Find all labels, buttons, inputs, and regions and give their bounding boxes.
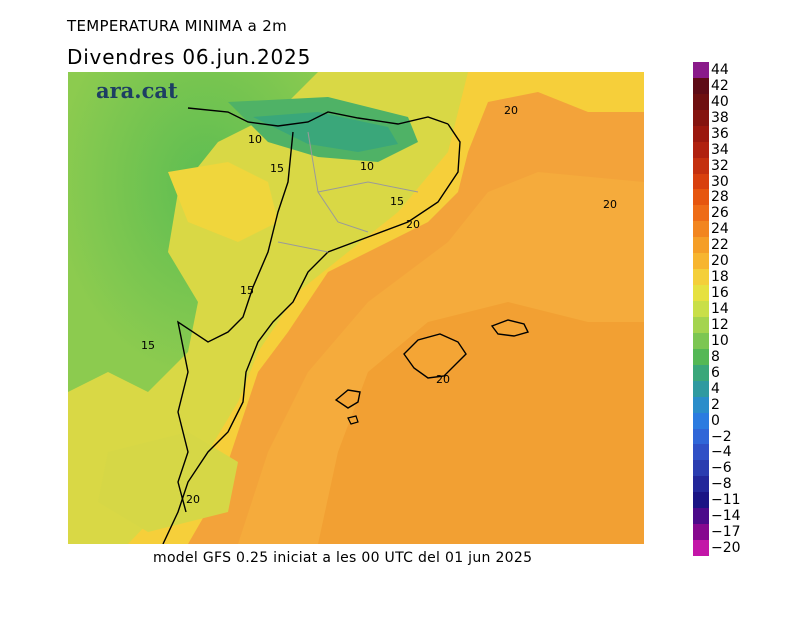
legend-label: 44 (711, 62, 729, 78)
legend-label: 24 (711, 221, 729, 238)
legend-color-swatch (693, 364, 709, 382)
legend-color-swatch (693, 77, 709, 95)
island-menorca (490, 319, 530, 337)
legend-label: 0 (711, 412, 720, 429)
legend-label: 10 (711, 332, 729, 349)
warm-pocket (168, 162, 278, 242)
page-title: TEMPERATURA MINIMA a 2m (67, 17, 287, 35)
legend-color-swatch (693, 444, 709, 461)
legend-label: 8 (711, 348, 720, 365)
cold-zone-core (253, 112, 398, 152)
contour-label: 15 (390, 195, 404, 208)
contour-label: 15 (270, 162, 284, 175)
legend-color-swatch (693, 125, 709, 143)
legend-label: 32 (711, 157, 729, 174)
contour-label: 10 (360, 160, 374, 173)
legend-label: 4 (711, 380, 720, 397)
legend-label: 2 (711, 396, 720, 413)
legend-label: 18 (711, 269, 729, 286)
legend-color-swatch (693, 62, 709, 79)
legend-color-swatch (693, 269, 709, 286)
legend-label: 28 (711, 189, 729, 206)
legend-label: 22 (711, 237, 729, 254)
island-formentera (347, 415, 359, 425)
contour-label: 10 (248, 133, 262, 146)
cold-zone-west (68, 72, 318, 392)
legend-color-swatch (693, 492, 709, 509)
contour-label: 15 (240, 284, 254, 297)
legend-label: 34 (711, 141, 729, 158)
island-mallorca (403, 333, 467, 379)
color-legend (693, 62, 709, 557)
legend-label: 26 (711, 205, 729, 222)
legend-color-swatch (693, 173, 709, 190)
contour-label: 15 (141, 339, 155, 352)
legend-color-swatch (693, 540, 709, 557)
legend-label: −20 (711, 540, 741, 557)
legend-label: 40 (711, 93, 729, 110)
legend-color-swatch (693, 396, 709, 414)
province-lines (277, 131, 419, 253)
sea-warm-core (318, 302, 644, 544)
contour-label: 20 (186, 493, 200, 506)
legend-color-swatch (693, 237, 709, 254)
legend-color-swatch (693, 316, 709, 334)
legend-label: −17 (711, 524, 741, 541)
legend-color-swatch (693, 221, 709, 238)
legend-color-swatch (693, 301, 709, 318)
contour-labels: 10 10 15 15 15 15 20 20 20 20 20 (141, 104, 617, 506)
legend-color-swatch (693, 476, 709, 493)
legend-label: 36 (711, 125, 729, 142)
legend-color-swatch (693, 189, 709, 206)
legend-label: 12 (711, 316, 729, 333)
coastline (162, 123, 461, 544)
legend-label: −11 (711, 492, 741, 509)
legend-color-swatch (693, 412, 709, 429)
legend-color-swatch (693, 285, 709, 302)
legend-label: −14 (711, 508, 741, 525)
warm-pocket-south (98, 432, 238, 532)
contour-label: 20 (504, 104, 518, 117)
legend-label: 20 (711, 253, 729, 270)
legend-label: −4 (711, 444, 732, 461)
legend-label: −2 (711, 428, 732, 445)
legend-color-swatch (693, 460, 709, 477)
legend-color-swatch (693, 380, 709, 398)
legend-color-swatch (693, 141, 709, 159)
legend-label: 16 (711, 285, 729, 302)
contour-label: 20 (603, 198, 617, 211)
legend-label: 38 (711, 109, 729, 126)
legend-color-swatch (693, 428, 709, 445)
legend-label: 42 (711, 77, 729, 94)
contour-label: 20 (406, 218, 420, 231)
legend-label: 14 (711, 301, 729, 318)
legend-color-swatch (693, 157, 709, 175)
regional-border (176, 131, 294, 513)
legend-color-swatch (693, 508, 709, 525)
legend-color-swatch (693, 524, 709, 541)
island-ibiza (334, 389, 361, 409)
national-border (187, 107, 449, 127)
legend-label: 30 (711, 173, 729, 190)
legend-color-swatch (693, 348, 709, 366)
model-run-info: model GFS 0.25 iniciat a les 00 UTC del … (153, 550, 533, 566)
legend-color-swatch (693, 253, 709, 270)
legend-color-swatch (693, 332, 709, 350)
ara-cat-logo: ara.cat (96, 78, 178, 103)
forecast-date: Divendres 06.jun.2025 (67, 45, 312, 69)
legend-color-swatch (693, 205, 709, 222)
legend-label: 6 (711, 364, 720, 381)
contour-label: 20 (436, 373, 450, 386)
temperature-map: 10 10 15 15 15 15 20 20 20 20 20 (68, 72, 644, 544)
legend-label: −8 (711, 476, 732, 493)
legend-color-swatch (693, 109, 709, 127)
legend-label: −6 (711, 460, 732, 477)
legend-color-swatch (693, 93, 709, 111)
